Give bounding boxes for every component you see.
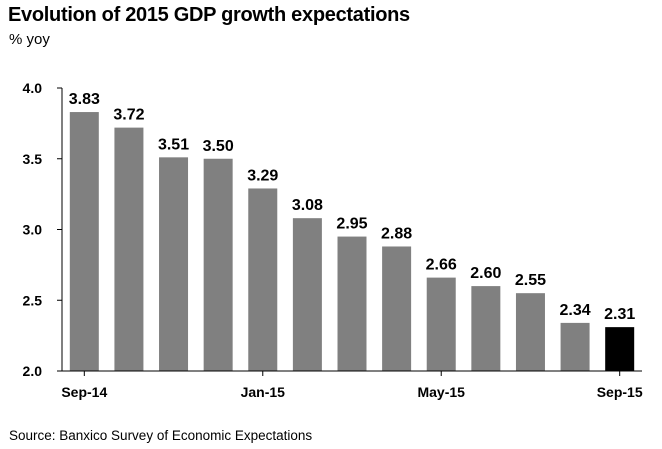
data-labels-group: 3.83 3.72 3.51 3.50 3.29 3.08 2.95 2.88 2.66 2.60…	[69, 91, 636, 323]
y-tick-label: 3.0	[23, 222, 43, 238]
bar	[382, 246, 412, 371]
bar	[69, 112, 99, 372]
x-tick-label: Sep-14	[61, 384, 107, 400]
data-label: 3.08	[292, 197, 323, 214]
source-note: Source: Banxico Survey of Economic Expec…	[9, 428, 313, 443]
data-label: 2.88	[381, 225, 412, 242]
data-label: 2.34	[560, 302, 591, 319]
y-tick-label: 2.5	[23, 292, 43, 308]
bar	[515, 293, 545, 371]
bars-group	[69, 112, 635, 372]
bar	[292, 218, 322, 371]
data-label: 2.95	[336, 216, 367, 233]
bar	[114, 127, 144, 372]
data-label: 3.83	[69, 91, 100, 108]
x-tick-label: Sep-15	[597, 384, 643, 400]
data-label: 2.55	[515, 272, 546, 289]
y-tick-label: 2.0	[23, 363, 43, 379]
bar	[159, 157, 189, 371]
data-label: 2.31	[604, 306, 635, 323]
x-tick-label: May-15	[417, 384, 465, 400]
bar	[426, 277, 456, 371]
chart-title: Evolution of 2015 GDP growth expectation…	[8, 4, 410, 26]
y-tick-label: 4.0	[23, 80, 43, 96]
bar	[560, 322, 590, 371]
y-tick-label: 3.5	[23, 151, 43, 167]
data-label: 2.60	[470, 265, 501, 282]
chart-subtitle: % yoy	[9, 31, 50, 48]
data-label: 2.66	[426, 257, 457, 274]
y-axis: 2.0 2.5 3.0 3.5 4.0	[23, 80, 63, 379]
bar	[203, 158, 233, 371]
bar	[471, 286, 501, 371]
data-label: 3.29	[247, 167, 278, 184]
x-axis: Sep-14 Jan-15 May-15 Sep-15	[61, 370, 643, 400]
data-label: 3.50	[203, 138, 234, 155]
bar	[605, 327, 635, 371]
data-label: 3.51	[158, 136, 189, 153]
x-tick-label: Jan-15	[241, 384, 286, 400]
data-label: 3.72	[113, 107, 144, 124]
bar	[337, 236, 367, 371]
bar	[248, 188, 278, 371]
